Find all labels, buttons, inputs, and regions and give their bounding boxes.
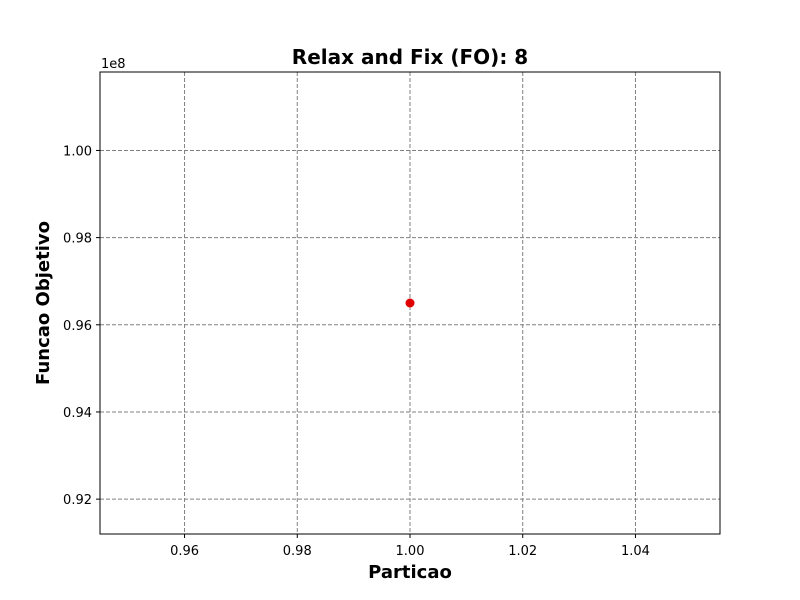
y-tick-label: 0.92: [63, 493, 92, 508]
x-tick-label: 1.00: [396, 544, 425, 559]
x-tick-label: 0.98: [283, 544, 312, 559]
data-points: [405, 298, 415, 308]
x-axis-label: Particao: [368, 562, 452, 583]
data-point: [405, 298, 415, 308]
y-tick-label: 0.98: [63, 232, 92, 247]
x-ticks: 0.96 0.98 1.00 1.02 1.04: [170, 534, 650, 559]
chart-title: Relax and Fix (FO): 8: [292, 45, 528, 69]
y-tick-label: 1.00: [63, 144, 92, 159]
y-ticks: 0.92 0.94 0.96 0.98 1.00: [63, 144, 100, 508]
x-tick-label: 1.02: [508, 544, 537, 559]
y-tick-label: 0.96: [63, 319, 92, 334]
grid: [100, 72, 720, 534]
y-offset-label: 1e8: [101, 57, 126, 72]
y-axis-label: Funcao Objetivo: [33, 221, 54, 385]
x-tick-label: 0.96: [170, 544, 199, 559]
x-tick-label: 1.04: [621, 544, 650, 559]
y-tick-label: 0.94: [63, 406, 92, 421]
